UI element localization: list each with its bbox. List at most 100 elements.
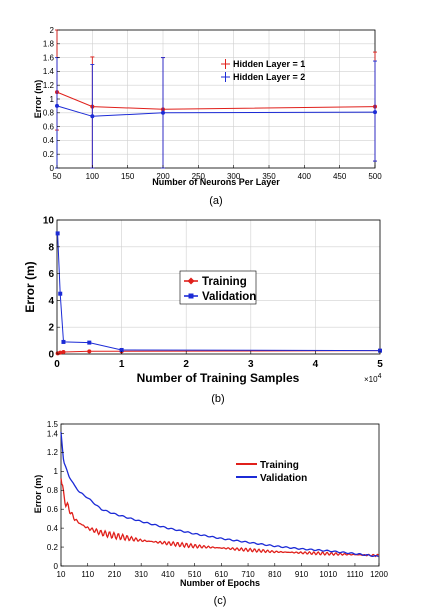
panel-c-x-tick-label-6: 610 (215, 570, 229, 579)
panel-a-y-tick-label-5: 1 (50, 95, 55, 104)
panel-b-legend-marker-2 (188, 293, 194, 299)
panel-b-series-0-line (57, 350, 381, 354)
panel-a-y-tick-label-8: 1.6 (43, 53, 55, 62)
panel-b-x-tick-label-3: 3 (248, 359, 254, 370)
panel-a-x-tick-label-5: 300 (227, 172, 241, 181)
panel-b-legend: Training Validation (179, 270, 256, 305)
panel-b-x-tick-label-1: 1 (119, 359, 125, 370)
panel-b-x-tick-label-5: 5 (377, 359, 383, 370)
panel-a-series-1-line (56, 105, 376, 117)
panel-a-series-0-line (56, 91, 376, 110)
panel-a-y-tick-label-2: 0.4 (43, 136, 55, 145)
panel-b-legend-marker-1 (187, 277, 195, 285)
panel-a-grid (56, 29, 376, 169)
panel-c-y-tick-label-4: 0.8 (47, 486, 59, 495)
panel-a: 50 100 150 200 250 300 350 400 450 500 0 0.2 0.4 0.6… (33, 26, 382, 207)
panel-c-x-tick-label-12: 1200 (370, 570, 388, 579)
panel-b-series-0-point-2 (61, 349, 66, 354)
panel-b-y-tick-label-0: 0 (48, 350, 54, 361)
panel-c-x-tick-label-1: 110 (81, 570, 94, 579)
panel-a-series-1-point-1 (90, 114, 95, 119)
panel-c-y-tick-label-7: 1.4 (47, 429, 59, 438)
panel-c-x-tick-label-4: 410 (161, 570, 175, 579)
panel-a-x-ticks: 50 100 150 200 250 300 350 400 450 500 (53, 165, 382, 181)
panel-a-x-tick-label-6: 350 (262, 172, 276, 181)
panel-a-x-tick-label-9: 500 (368, 172, 382, 181)
panel-a-x-tick-label-2: 150 (121, 172, 135, 181)
panel-c-y-tick-label-5: 1 (54, 467, 59, 476)
panel-a-series-1-point-3 (373, 110, 377, 115)
panel-c-x-tick-label-9: 910 (295, 570, 309, 579)
panel-b-series-1-point-5 (378, 348, 382, 353)
panel-a-caption: (a) (209, 195, 222, 207)
panel-c-x-tick-label-5: 510 (188, 570, 202, 579)
panel-c-xlabel: Number of Epochs (180, 578, 260, 588)
panel-b-frame (56, 219, 381, 355)
panel-c-legend-label-1: Training (260, 460, 299, 471)
panel-c-series-0-line (60, 478, 379, 558)
panel-a-legend: Hidden Layer = 1 Hidden Layer = 2 (221, 59, 305, 82)
panel-b-series-1-point-3 (87, 340, 92, 345)
panel-a-y-tick-label-7: 1.4 (43, 67, 55, 76)
panel-c-x-tick-label-3: 310 (134, 570, 148, 579)
panel-c-series (60, 432, 379, 558)
panel-a-y-tick-label-9: 1.8 (43, 40, 55, 49)
panel-a-y-tick-label-6: 1.2 (43, 81, 55, 90)
panel-b-y-tick-label-5: 10 (43, 216, 55, 227)
panel-b-series-1-point-2 (61, 339, 66, 344)
panel-a-series-1-point-0 (55, 103, 59, 108)
panel-a-y-tick-label-10: 2 (50, 26, 55, 35)
panel-c-frame (60, 423, 380, 567)
panel-a-x-tick-label-3: 200 (156, 172, 170, 181)
panel-a-y-tick-label-0: 0 (50, 164, 55, 173)
panel-b-series-0-point-3 (87, 349, 92, 354)
panel-c-x-tick-label-10: 1010 (319, 570, 337, 579)
panel-b: 0 1 2 3 4 5 0 2 4 6 8 10 Number of Training Sample… (23, 216, 383, 406)
panel-a-x-tick-label-1: 100 (86, 172, 100, 181)
panel-c-x-tick-label-2: 210 (108, 570, 122, 579)
panel-b-y-ticks: 0 2 4 6 8 10 (43, 216, 60, 361)
panel-b-x-multiplier: ×104 (364, 373, 382, 384)
panel-b-ylabel: Error (m) (23, 261, 37, 312)
panel-b-y-tick-label-1: 2 (48, 323, 54, 334)
panel-a-series (55, 29, 377, 169)
panel-b-legend-label-2: Validation (202, 291, 256, 303)
panel-c-y-ticks: 0 0.2 0.4 0.6 0.8 1 1.2 1.41.5 (47, 420, 64, 571)
panel-a-x-tick-label-7: 400 (298, 172, 312, 181)
panel-c-legend-label-2: Validation (260, 473, 307, 484)
panel-c-y-tick-label-6: 1.2 (47, 448, 59, 457)
panel-a-y-tick-label-4: 0.8 (43, 109, 55, 118)
panel-c-x-tick-label-8: 810 (268, 570, 282, 579)
panel-b-x-tick-label-4: 4 (313, 359, 319, 370)
panel-c-y-tick-label-8: 1.5 (47, 420, 59, 429)
panel-c-y-tick-label-0: 0 (54, 562, 59, 571)
panel-a-ylabel: Error (m) (33, 80, 43, 119)
panel-a-xlabel: Number of Neurons Per Layer (152, 177, 280, 187)
panel-b-x-ticks: 0 1 2 3 4 5 (54, 351, 383, 370)
panel-b-series-1-point-0 (55, 231, 60, 236)
panel-b-series-0-point-1 (58, 350, 63, 355)
panel-c-ylabel: Error (m) (33, 475, 43, 514)
panel-c-x-tick-label-0: 10 (57, 570, 66, 579)
panel-b-caption: (b) (211, 393, 224, 405)
panel-b-x-tick-label-2: 2 (183, 359, 189, 370)
panel-a-x-tick-label-0: 50 (53, 172, 62, 181)
panel-b-xlabel: Number of Training Samples (137, 371, 300, 385)
panel-b-series (55, 231, 382, 356)
panel-a-y-tick-label-3: 0.6 (43, 122, 55, 131)
panel-c-y-tick-label-1: 0.2 (47, 543, 59, 552)
panel-a-x-tick-label-8: 450 (333, 172, 347, 181)
panel-a-x-tick-label-4: 250 (192, 172, 206, 181)
panel-a-legend-label-2: Hidden Layer = 2 (233, 72, 305, 82)
panel-b-series-1-point-1 (58, 291, 63, 296)
panel-c-y-tick-label-2: 0.4 (47, 524, 59, 533)
panel-b-y-tick-label-2: 4 (48, 296, 54, 307)
panel-a-legend-label-1: Hidden Layer = 1 (233, 59, 305, 69)
panel-c-series-1-line (60, 432, 379, 558)
panel-b-series-1-point-4 (119, 347, 124, 352)
panel-a-y-ticks: 0 0.2 0.4 0.6 0.8 1 1.2 1.4 1.6 1.8 2 (43, 26, 60, 173)
panel-a-y-tick-label-1: 0.2 (43, 150, 55, 159)
